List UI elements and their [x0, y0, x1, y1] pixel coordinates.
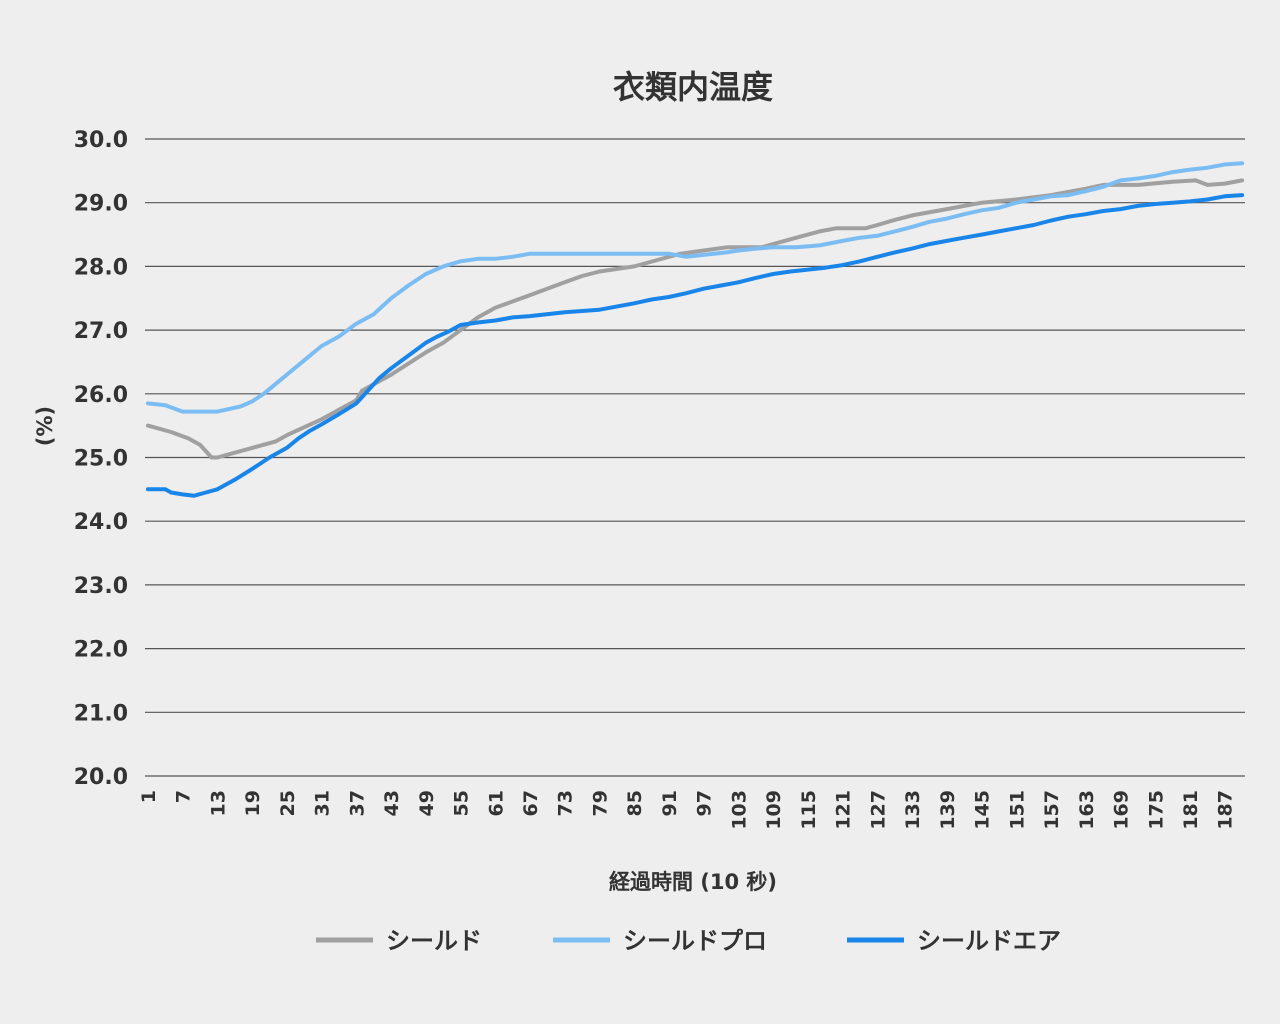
x-tick-label: 169	[1111, 790, 1133, 830]
x-tick-label: 121	[833, 790, 855, 830]
y-tick-label: 20.0	[74, 765, 128, 790]
x-tick-label: 85	[624, 790, 646, 816]
series-lines	[145, 161, 1245, 498]
y-tick-label: 27.0	[74, 319, 128, 344]
x-tick-label: 91	[659, 790, 681, 816]
x-axis-ticks: 1 7 13 19 25 31 37 43 49 55 61 67 73 79 85 91 97 103 109 11…	[138, 790, 1237, 830]
x-tick-label: 79	[589, 790, 611, 816]
y-tick-label: 24.0	[74, 510, 128, 535]
x-tick-label: 151	[1006, 790, 1028, 830]
x-tick-label: 13	[207, 790, 229, 816]
legend-item: シールドエア	[847, 927, 1061, 955]
x-tick-label: 19	[242, 790, 264, 816]
chart-title: 衣類内温度	[613, 68, 773, 106]
x-tick-label: 61	[485, 790, 507, 816]
series-line-2	[145, 161, 1245, 414]
series-line-1	[145, 178, 1245, 460]
x-tick-label: 163	[1076, 790, 1098, 830]
x-tick-label: 115	[798, 790, 820, 830]
y-tick-label: 22.0	[74, 638, 128, 663]
x-tick-label: 37	[346, 790, 368, 816]
x-tick-label: 187	[1215, 790, 1237, 830]
x-tick-label: 139	[937, 790, 959, 830]
x-tick-label: 103	[728, 790, 750, 830]
x-tick-label: 145	[972, 790, 994, 830]
x-tick-label: 7	[173, 790, 195, 803]
y-axis-label: (%)	[33, 406, 57, 446]
x-tick-label: 43	[381, 790, 403, 816]
x-tick-label: 67	[520, 790, 542, 816]
y-tick-label: 30.0	[74, 128, 128, 153]
x-tick-label: 73	[555, 790, 577, 816]
legend-item: シールド	[316, 927, 482, 955]
x-tick-label: 1	[138, 790, 160, 803]
y-axis-ticks: 20.0 21.0 22.0 23.0 24.0 25.0 26.0 27.0 28.0 29.0…	[74, 128, 128, 790]
x-tick-label: 157	[1041, 790, 1063, 830]
y-tick-label: 29.0	[74, 192, 128, 217]
gridlines	[145, 138, 1245, 777]
legend-item: シールドプロ	[553, 927, 767, 955]
y-tick-label: 23.0	[74, 574, 128, 599]
x-tick-label: 49	[416, 790, 438, 816]
y-tick-label: 25.0	[74, 447, 128, 472]
x-tick-label: 31	[312, 790, 334, 816]
x-tick-label: 127	[867, 790, 889, 830]
legend-label: シールドプロ	[623, 927, 767, 955]
legend-label: シールドエア	[917, 927, 1061, 955]
y-tick-label: 21.0	[74, 701, 128, 726]
x-axis-label: 経過時間 (10 秒)	[609, 870, 777, 894]
legend-label: シールド	[386, 927, 482, 955]
y-tick-label: 28.0	[74, 255, 128, 280]
legend: シールド シールドプロ シールドエア	[316, 927, 1061, 955]
x-tick-label: 25	[277, 790, 299, 816]
series-line-3	[145, 193, 1245, 498]
x-tick-label: 97	[694, 790, 716, 816]
x-tick-label: 175	[1145, 790, 1167, 830]
x-tick-label: 133	[902, 790, 924, 830]
x-tick-label: 181	[1180, 790, 1202, 830]
x-tick-label: 55	[451, 790, 473, 816]
x-tick-label: 109	[763, 790, 785, 830]
y-tick-label: 26.0	[74, 383, 128, 408]
